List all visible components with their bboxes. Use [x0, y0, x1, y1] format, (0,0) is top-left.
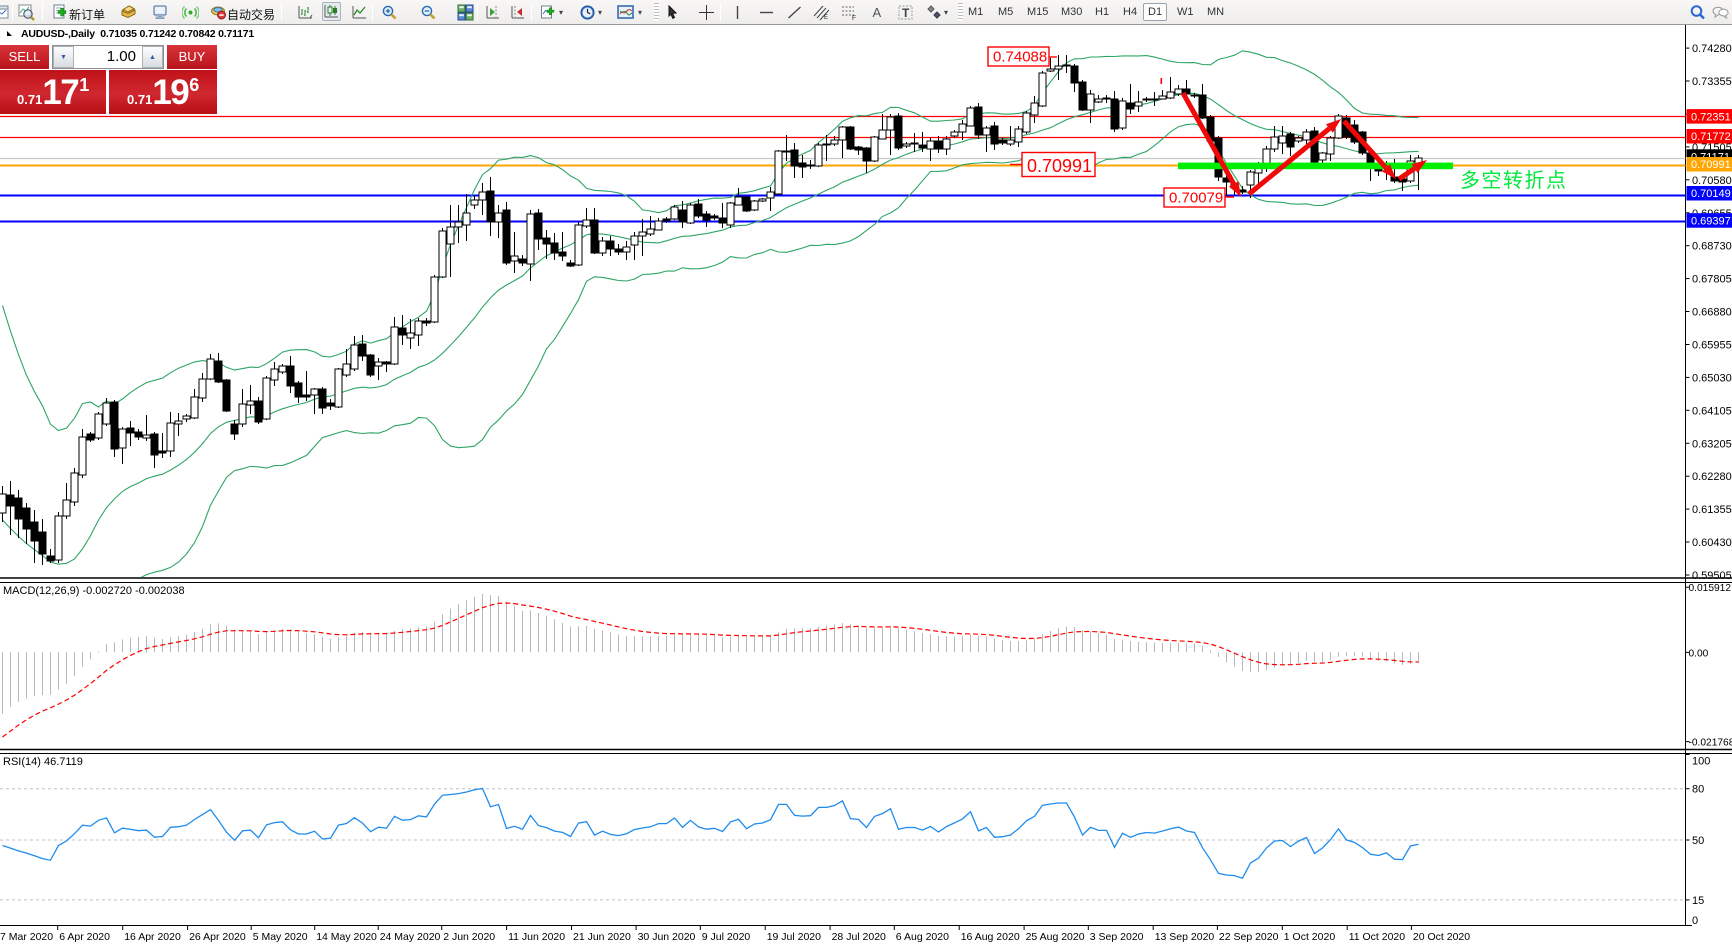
svg-text:0.65030: 0.65030 [1692, 372, 1732, 384]
svg-text:多空转折点: 多空转折点 [1460, 169, 1568, 192]
svg-text:RSI(14) 46.7119: RSI(14) 46.7119 [3, 756, 83, 768]
svg-text:24 May 2020: 24 May 2020 [380, 931, 441, 943]
svg-text:0.67805: 0.67805 [1692, 274, 1732, 286]
svg-text:0.015912: 0.015912 [1689, 583, 1732, 594]
svg-text:0.70149: 0.70149 [1691, 188, 1731, 200]
svg-text:0.61355: 0.61355 [1692, 504, 1732, 516]
svg-text:0.70991: 0.70991 [1027, 156, 1092, 176]
svg-text:0.63205: 0.63205 [1692, 438, 1732, 450]
svg-text:25 Aug 2020: 25 Aug 2020 [1026, 931, 1085, 943]
svg-text:0.74088: 0.74088 [993, 49, 1047, 66]
svg-text:80: 80 [1692, 784, 1704, 796]
svg-text:28 Jul 2020: 28 Jul 2020 [832, 931, 886, 943]
svg-text:16 Apr 2020: 16 Apr 2020 [124, 931, 181, 943]
svg-text:0.73355: 0.73355 [1692, 76, 1732, 88]
svg-text:0.74280: 0.74280 [1692, 43, 1732, 55]
svg-text:0.69397: 0.69397 [1691, 215, 1731, 227]
svg-text:0.70991: 0.70991 [1691, 159, 1731, 171]
svg-text:2 Jun 2020: 2 Jun 2020 [443, 931, 495, 943]
svg-text:E: E [824, 15, 828, 21]
svg-text:0.62280: 0.62280 [1692, 471, 1732, 483]
svg-text:100: 100 [1692, 756, 1710, 768]
svg-text:19 Jul 2020: 19 Jul 2020 [767, 931, 821, 943]
svg-text:0.72351: 0.72351 [1691, 111, 1731, 123]
svg-text:MACD(12,26,9) -0.002720 -0.002: MACD(12,26,9) -0.002720 -0.002038 [3, 585, 185, 597]
svg-text:1 Oct 2020: 1 Oct 2020 [1284, 931, 1336, 943]
svg-text:0.65955: 0.65955 [1692, 340, 1732, 352]
svg-text:7 Mar 2020: 7 Mar 2020 [0, 931, 53, 943]
svg-text:21 Jun 2020: 21 Jun 2020 [573, 931, 631, 943]
svg-text:50: 50 [1692, 835, 1704, 847]
svg-text:0.60430: 0.60430 [1692, 537, 1732, 549]
svg-text:15: 15 [1692, 895, 1704, 907]
svg-text:5 May 2020: 5 May 2020 [253, 931, 308, 943]
svg-text:6 Apr 2020: 6 Apr 2020 [59, 931, 110, 943]
svg-text:0: 0 [1692, 915, 1698, 927]
svg-text:22 Sep 2020: 22 Sep 2020 [1219, 931, 1279, 943]
svg-text:11 Oct 2020: 11 Oct 2020 [1349, 931, 1406, 943]
svg-text:0.68730: 0.68730 [1692, 241, 1732, 253]
svg-text:0.66880: 0.66880 [1692, 307, 1732, 319]
svg-text:11 Jun 2020: 11 Jun 2020 [508, 931, 565, 943]
svg-text:13 Sep 2020: 13 Sep 2020 [1155, 931, 1215, 943]
svg-text:0.59505: 0.59505 [1692, 570, 1732, 582]
svg-text:6 Aug 2020: 6 Aug 2020 [896, 931, 949, 943]
svg-text:16 Aug 2020: 16 Aug 2020 [961, 931, 1020, 943]
svg-text:0.71772: 0.71772 [1691, 131, 1731, 143]
svg-text:0.70580: 0.70580 [1692, 175, 1732, 187]
svg-text:30 Jun 2020: 30 Jun 2020 [638, 931, 696, 943]
svg-text:9 Jul 2020: 9 Jul 2020 [702, 931, 751, 943]
svg-text:F: F [852, 15, 856, 21]
svg-text:0.00: 0.00 [1689, 648, 1709, 659]
svg-text:14 May 2020: 14 May 2020 [316, 931, 377, 943]
svg-text:3 Sep 2020: 3 Sep 2020 [1090, 931, 1144, 943]
svg-text:0.64105: 0.64105 [1692, 405, 1732, 417]
svg-text:A: A [873, 5, 882, 20]
svg-text:20 Oct 2020: 20 Oct 2020 [1413, 931, 1470, 943]
svg-text:-0.021768: -0.021768 [1689, 738, 1732, 749]
svg-text:0.70079: 0.70079 [1169, 190, 1223, 207]
svg-text:T: T [902, 6, 910, 20]
svg-text:26 Apr 2020: 26 Apr 2020 [189, 931, 246, 943]
